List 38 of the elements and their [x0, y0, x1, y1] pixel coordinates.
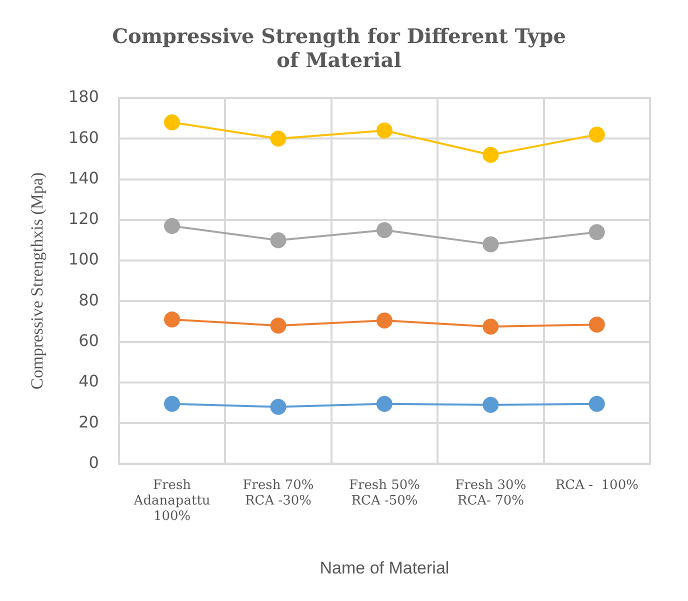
- x-tick-label: RCA - 100%: [555, 478, 638, 493]
- point: [482, 396, 499, 413]
- point: [164, 218, 180, 234]
- point: [164, 114, 180, 130]
- x-tick-label: Fresh 30% RCA- 70%: [455, 478, 526, 509]
- y-tick-label: 180: [68, 87, 99, 106]
- point: [164, 312, 180, 328]
- x-tick-label: Fresh 70% RCA -30%: [242, 478, 314, 509]
- y-tick-label: 100: [68, 250, 99, 269]
- point: [376, 312, 392, 329]
- point: [588, 126, 605, 143]
- chart-title: Compressive Strength for Different Type of Material: [112, 24, 566, 72]
- point: [482, 318, 499, 335]
- y-tick-label: 0: [88, 452, 99, 472]
- y-axis-title: Compressive Strengthxis (Mpa): [28, 172, 47, 390]
- point: [588, 224, 605, 240]
- point: [588, 396, 605, 412]
- point: [588, 316, 605, 333]
- point: [270, 398, 286, 415]
- x-axis-title: Name of Material: [320, 558, 450, 578]
- y-tick-label: 120: [68, 209, 99, 228]
- point: [482, 236, 499, 252]
- y-tick-label: 80: [78, 290, 99, 310]
- y-tick-label: 40: [78, 372, 99, 391]
- x-tick-label: Fresh 50% RCA -50%: [348, 478, 420, 509]
- point: [376, 396, 392, 412]
- point: [270, 232, 286, 248]
- point: [376, 222, 392, 238]
- y-tick-label: 140: [68, 168, 99, 188]
- y-tick-label: 60: [78, 331, 99, 350]
- point: [270, 318, 286, 334]
- point: [482, 146, 499, 163]
- y-tick-label: 20: [78, 412, 99, 432]
- point: [376, 122, 392, 139]
- point: [270, 130, 286, 147]
- y-tick-label: 160: [68, 128, 99, 147]
- x-tick-label: Fresh Adanapattu 100%: [132, 478, 210, 524]
- point: [164, 396, 180, 412]
